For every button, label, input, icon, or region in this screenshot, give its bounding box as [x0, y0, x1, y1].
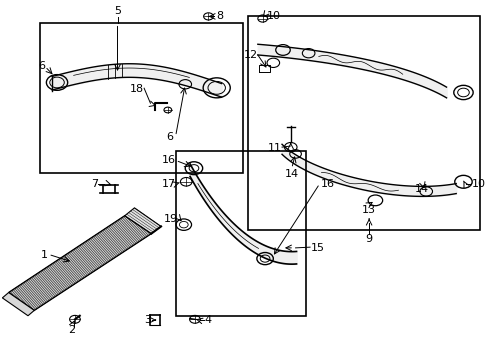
Text: 5: 5: [114, 6, 121, 16]
Text: 17: 17: [161, 179, 175, 189]
Text: 4: 4: [205, 315, 212, 325]
Text: 10: 10: [472, 179, 486, 189]
Text: 6: 6: [38, 61, 45, 71]
Polygon shape: [9, 216, 151, 310]
Text: 10: 10: [267, 11, 281, 21]
Text: 13: 13: [362, 205, 376, 215]
Bar: [248, 16, 480, 230]
Bar: [175, 152, 306, 316]
Text: 12: 12: [244, 50, 258, 60]
Bar: [40, 23, 244, 173]
Text: 18: 18: [130, 84, 144, 94]
Text: 11: 11: [268, 143, 282, 153]
Text: 15: 15: [311, 243, 325, 253]
Text: 16: 16: [162, 156, 175, 165]
Text: 7: 7: [91, 179, 98, 189]
Text: 1: 1: [40, 250, 48, 260]
Polygon shape: [125, 208, 161, 234]
Text: 19: 19: [164, 214, 178, 224]
Text: 16: 16: [321, 179, 335, 189]
Text: 14: 14: [285, 169, 299, 179]
Text: 6: 6: [166, 132, 173, 142]
Text: 9: 9: [366, 234, 373, 244]
Text: 8: 8: [217, 11, 224, 21]
Text: 14: 14: [416, 184, 429, 194]
Polygon shape: [2, 293, 34, 316]
Text: 3: 3: [145, 315, 151, 325]
Text: 2: 2: [68, 325, 75, 335]
